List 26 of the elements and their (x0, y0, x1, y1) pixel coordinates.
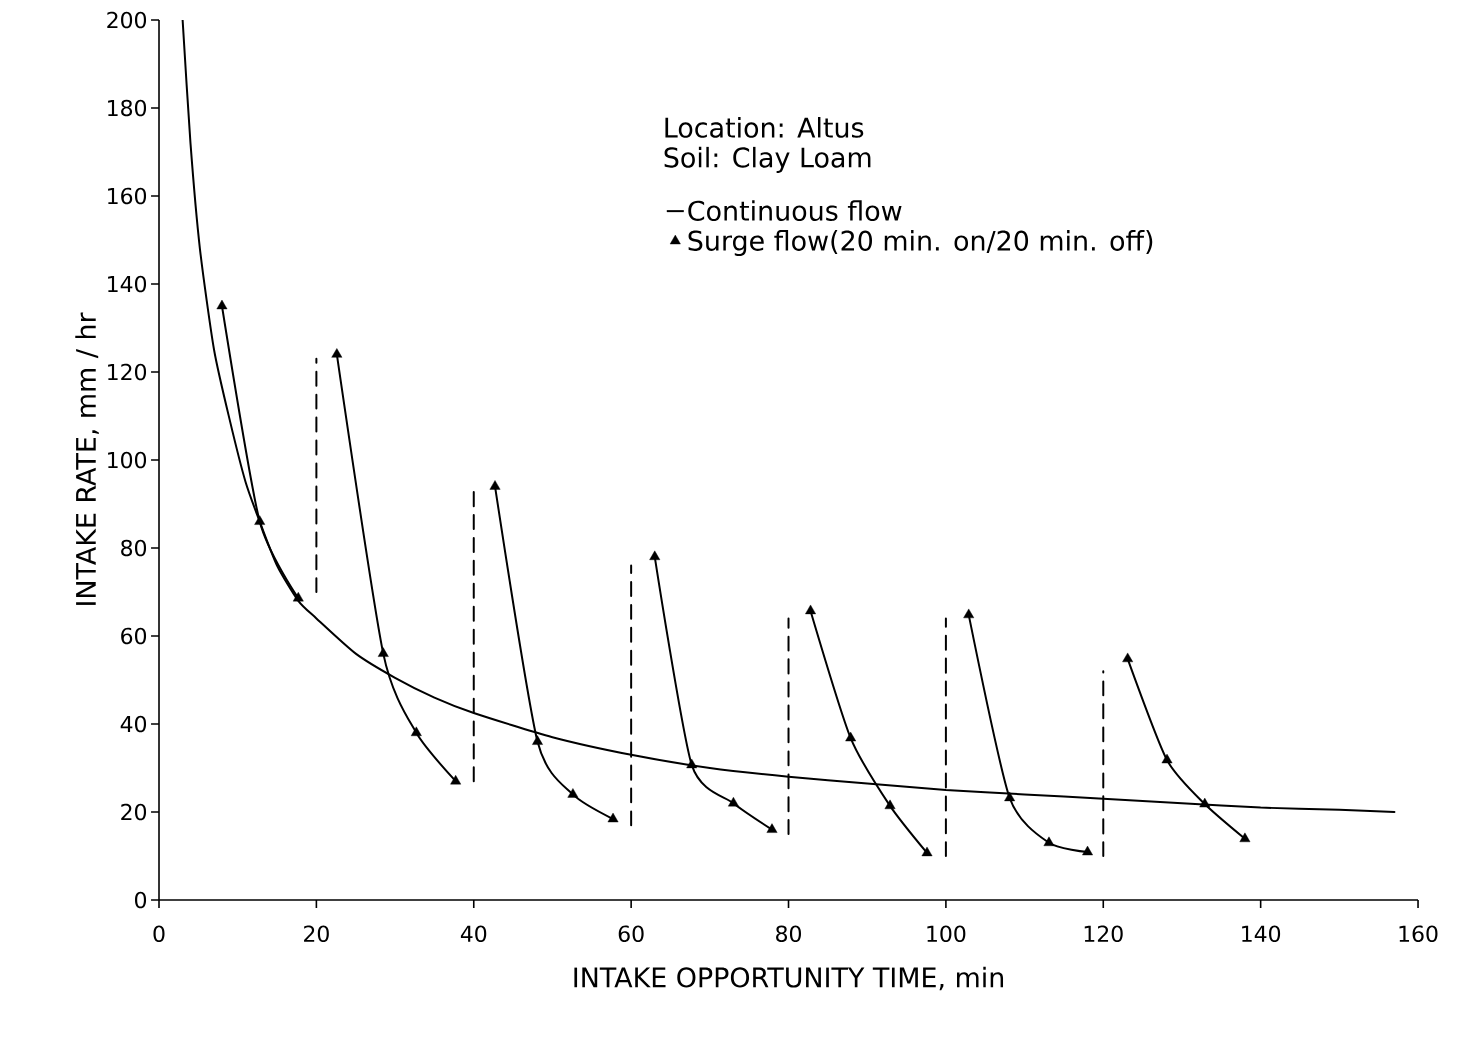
y-tick-label: 100 (108, 451, 147, 469)
legend-label: Surge flow(20 min. on/20 min. off) (688, 230, 1153, 257)
x-tick-label: 140 (1242, 925, 1281, 943)
annotation: Soil: Clay Loam (664, 146, 871, 173)
annotation: Location: Altus (665, 116, 864, 138)
x-tick-label: 160 (1399, 925, 1438, 943)
x-tick-label: 0 (153, 925, 165, 943)
y-tick-label: 120 (108, 363, 147, 381)
y-axis-title: INTAKE RATE, mm / hr (75, 312, 99, 605)
y-tick-label: 60 (121, 627, 147, 645)
y-tick-label: 40 (120, 715, 147, 733)
x-tick-label: 100 (927, 925, 966, 943)
x-tick-label: 20 (304, 925, 329, 943)
y-tick-label: 20 (121, 803, 147, 821)
x-tick-label: 80 (776, 925, 801, 943)
x-tick-label: 60 (618, 925, 644, 943)
y-tick-label: 160 (108, 187, 147, 205)
y-tick-label: 0 (135, 891, 147, 909)
legend-label: Continuous flow (688, 200, 902, 221)
y-tick-label: 80 (121, 539, 147, 557)
x-tick-label: 40 (460, 925, 487, 943)
x-tick-label: 120 (1084, 925, 1123, 943)
y-tick-label: 200 (107, 11, 147, 29)
x-axis-title: INTAKE OPPORTUNITY TIME, min (574, 966, 1004, 991)
y-tick-label: 180 (108, 99, 147, 117)
y-tick-label: 140 (108, 275, 147, 293)
